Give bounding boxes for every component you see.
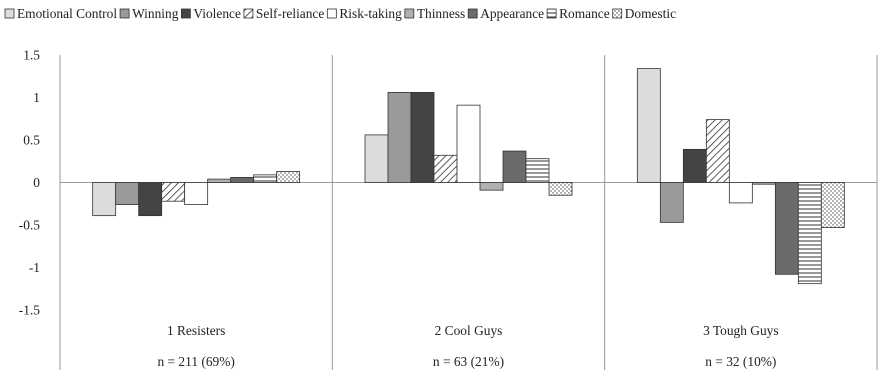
legend-item: Winning bbox=[119, 6, 179, 21]
legend-label: Emotional Control bbox=[17, 6, 117, 21]
category-groups: 1 Resisters n = 211 (69%) 2 Cool Guys n = 6… bbox=[59, 55, 878, 370]
bars bbox=[92, 68, 845, 285]
legend-swatch bbox=[612, 8, 623, 19]
bar bbox=[253, 174, 278, 183]
legend-item: Risk-taking bbox=[326, 6, 402, 21]
bar bbox=[479, 182, 504, 191]
y-tick-label: -1.5 bbox=[19, 303, 41, 318]
bar bbox=[820, 182, 845, 228]
bar bbox=[659, 182, 684, 223]
legend-label: Appearance bbox=[480, 6, 544, 21]
legend-swatch bbox=[546, 8, 557, 19]
category-sublabel: n = 211 (69%) bbox=[157, 354, 234, 369]
bar bbox=[525, 158, 550, 183]
legend-label: Violence bbox=[193, 6, 241, 21]
legend-item: Appearance bbox=[467, 6, 544, 21]
bar bbox=[184, 182, 209, 206]
legend-label: Thinness bbox=[417, 6, 465, 21]
legend-label: Winning bbox=[132, 6, 179, 21]
bar bbox=[410, 92, 435, 183]
legend-label: Self-reliance bbox=[256, 6, 324, 21]
legend-item: Domestic bbox=[612, 6, 676, 21]
legend-item: Self-reliance bbox=[243, 6, 324, 21]
bar bbox=[705, 119, 730, 183]
y-tick-label: 1.5 bbox=[23, 48, 40, 63]
legend-swatch bbox=[180, 8, 191, 19]
category-sublabel: n = 32 (10%) bbox=[705, 354, 776, 369]
bar bbox=[456, 104, 481, 183]
y-tick-label: 1 bbox=[33, 90, 40, 105]
category-label: 2 Cool Guys bbox=[435, 323, 503, 338]
legend-swatch bbox=[326, 8, 337, 19]
legend-item: Violence bbox=[180, 6, 241, 21]
bar bbox=[797, 182, 822, 285]
legend-item: Thinness bbox=[404, 6, 465, 21]
legend-swatch bbox=[119, 8, 130, 19]
legend-item: Emotional Control bbox=[4, 6, 117, 21]
bar bbox=[387, 92, 412, 183]
legend-swatch bbox=[404, 8, 415, 19]
legend-label: Romance bbox=[559, 6, 610, 21]
bar bbox=[433, 154, 458, 183]
bar bbox=[751, 182, 776, 185]
bar bbox=[115, 182, 140, 206]
legend-label: Domestic bbox=[625, 6, 676, 21]
bar bbox=[548, 182, 573, 196]
bar bbox=[276, 171, 301, 183]
bar bbox=[364, 134, 389, 183]
chart-legend: Emotional Control Winning Violence Self-rel… bbox=[4, 6, 676, 21]
y-tick-label: 0.5 bbox=[23, 133, 40, 148]
bar bbox=[682, 148, 707, 183]
y-tick-label: -0.5 bbox=[19, 218, 41, 233]
legend-swatch bbox=[243, 8, 254, 19]
bar bbox=[92, 182, 117, 217]
category-label: 3 Tough Guys bbox=[703, 323, 778, 338]
bar bbox=[230, 176, 255, 183]
legend-swatch bbox=[4, 8, 15, 19]
legend-item: Romance bbox=[546, 6, 610, 21]
legend-label: Risk-taking bbox=[339, 6, 402, 21]
legend-swatch bbox=[467, 8, 478, 19]
bar bbox=[207, 178, 232, 183]
category-sublabel: n = 63 (21%) bbox=[433, 354, 504, 369]
bar bbox=[774, 182, 799, 275]
bar bbox=[161, 182, 186, 202]
bar bbox=[636, 68, 661, 183]
y-tick-label: 0 bbox=[33, 175, 40, 190]
y-tick-label: -1 bbox=[29, 260, 40, 275]
bar bbox=[502, 150, 527, 183]
bar bbox=[728, 182, 753, 204]
bar bbox=[138, 182, 163, 217]
category-label: 1 Resisters bbox=[167, 323, 225, 338]
